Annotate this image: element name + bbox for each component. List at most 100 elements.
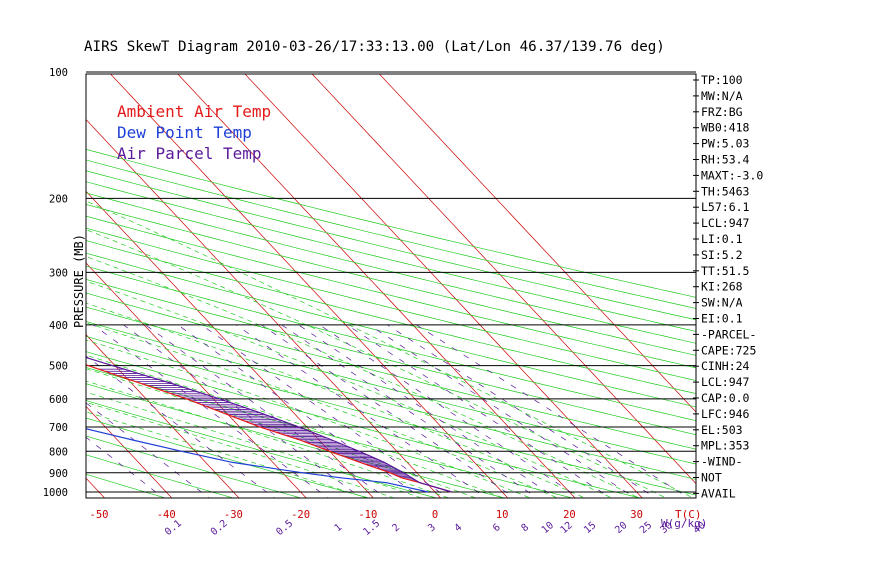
isotherm-line <box>86 405 173 498</box>
pressure-tick-label: 200 <box>49 193 68 205</box>
bottom-temperature-tick-label: -40 <box>157 509 176 521</box>
isotherm-line <box>86 190 374 498</box>
index-label: KI:268 <box>701 280 743 294</box>
dry-adiabat-line <box>86 240 696 394</box>
isotherm-line <box>244 74 643 498</box>
mixing-ratio-tick-label: 0.5 <box>274 518 295 538</box>
mixing-ratio-line <box>261 324 516 498</box>
mixing-ratio-line <box>298 324 557 498</box>
index-label: MW:N/A <box>701 89 743 103</box>
moist-adiabat-line <box>86 200 694 498</box>
dry-adiabat-line <box>86 417 371 498</box>
pressure-tick-label: 300 <box>49 267 68 279</box>
dry-adiabat-line <box>86 265 696 422</box>
dew-point-temp-line <box>86 428 429 493</box>
moist-adiabat-line <box>86 302 586 498</box>
pressure-tick-label: 800 <box>49 446 68 458</box>
isotherm-line <box>86 119 442 498</box>
isotherm-line <box>0 63 40 501</box>
mixing-ratio-tick-label: 2 <box>390 522 402 534</box>
y-axis-label: PRESSURE (MB) <box>72 234 86 328</box>
mixing-ratio-line <box>177 324 423 498</box>
dry-adiabat-line <box>86 252 696 408</box>
mixing-ratio-line <box>368 324 636 498</box>
legend: Ambient Air Temp Dew Point Temp Air Parc… <box>117 102 271 163</box>
dry-adiabat-line <box>86 321 696 480</box>
index-label: WB0:418 <box>701 121 750 135</box>
index-label: TP:100 <box>701 73 743 87</box>
index-label: EL:503 <box>701 423 743 437</box>
mixing-ratio-tick-label: 0.1 <box>163 518 184 538</box>
bottom-temperature-tick-label: 0 <box>432 509 438 521</box>
moist-adiabat-line <box>86 380 450 498</box>
mixing-ratio-line <box>235 324 487 498</box>
legend-dew-point-temp: Dew Point Temp <box>117 123 252 142</box>
ambient-air-temp-line <box>86 364 452 493</box>
mixing-ratio-line <box>86 402 210 498</box>
mixing-ratio-tick-label: 3 <box>426 522 438 534</box>
moist-adiabat-line <box>86 280 613 498</box>
dry-adiabat-line <box>86 279 696 436</box>
pressure-tick-labels: 100 200 300 400 500 600 700 800 900 1000 <box>43 67 68 499</box>
moist-adiabat-line <box>86 322 559 498</box>
moist-adiabat-line <box>86 391 423 498</box>
pressure-tick-label: 700 <box>49 422 68 434</box>
bottom-temperature-tick-label: -30 <box>224 509 243 521</box>
mixing-ratio-tick-label: 10 <box>540 520 556 536</box>
mixing-ratio-tick-label: 25 <box>638 520 654 536</box>
background-grid <box>0 63 696 501</box>
mixing-ratio-line <box>201 324 449 498</box>
index-label: TH:5463 <box>701 184 750 198</box>
mixing-ratio-tick-label: 12 <box>559 520 575 536</box>
bottom-temperature-tick-label: -20 <box>291 509 310 521</box>
mixing-ratio-tick-label: 0.2 <box>209 518 230 538</box>
index-label: MAXT:-3.0 <box>701 168 763 182</box>
index-label: CAPE:725 <box>701 343 756 357</box>
chart-title: AIRS SkewT Diagram 2010-03-26/17:33:13.0… <box>84 39 665 55</box>
mixing-ratio-line <box>416 324 690 498</box>
mixing-ratio-tick-label: 15 <box>582 520 598 536</box>
dry-adiabat-line <box>86 351 642 498</box>
index-label: SI:5.2 <box>701 248 743 262</box>
isotherm-line <box>86 477 106 498</box>
index-label: EI:0.1 <box>701 312 743 326</box>
legend-ambient-air-temp: Ambient Air Temp <box>117 102 271 121</box>
pressure-tick-label: 400 <box>49 320 68 332</box>
index-label: PW:5.03 <box>701 137 750 151</box>
pressure-tick-label: 1000 <box>43 487 68 499</box>
index-label: NOT <box>701 471 722 485</box>
isotherm-line <box>86 334 240 498</box>
mixing-ratio-line <box>319 324 581 498</box>
pressure-tick-label: 100 <box>49 67 68 79</box>
mixing-ratio-tick-label: 1 <box>333 522 345 534</box>
air-parcel-temp-line <box>86 356 452 493</box>
index-label: LFC:946 <box>701 407 750 421</box>
dry-adiabat-line <box>86 170 696 321</box>
index-label: CINH:24 <box>701 359 750 373</box>
mixing-ratio-line <box>387 324 657 498</box>
moist-adiabat-line <box>86 401 396 498</box>
dry-adiabat-line <box>86 181 696 332</box>
dry-adiabat-line <box>86 306 696 465</box>
dry-adiabat-line <box>86 400 438 498</box>
mixing-ratio-tick-label: 4 <box>453 522 465 534</box>
dry-adiabat-line <box>86 435 303 498</box>
mixing-ratio-line <box>86 436 164 498</box>
mixing-ratio-tick-label: 6 <box>491 522 503 534</box>
index-label: AVAIL <box>701 486 736 500</box>
index-label: -PARCEL- <box>701 327 756 341</box>
stability-indices-panel: TP:100MW:N/AFRZ:BGWB0:418PW:5.03RH:53.4M… <box>693 73 763 500</box>
moist-adiabat-line <box>86 256 640 498</box>
dry-adiabat-line <box>86 454 235 498</box>
pressure-tick-label: 900 <box>49 468 68 480</box>
index-label: SW:N/A <box>701 296 743 310</box>
w-unit-label: W(g/kg) <box>661 517 707 530</box>
dry-adiabat-line <box>86 335 696 496</box>
index-label: TT:51.5 <box>701 264 749 278</box>
bottom-temperature-tick-label: 10 <box>496 509 509 521</box>
cape-hatch-area <box>98 368 419 483</box>
dry-adiabat-line <box>86 367 574 498</box>
mixing-ratio-tick-label: 1.5 <box>361 518 382 538</box>
dry-adiabat-line <box>86 292 696 450</box>
